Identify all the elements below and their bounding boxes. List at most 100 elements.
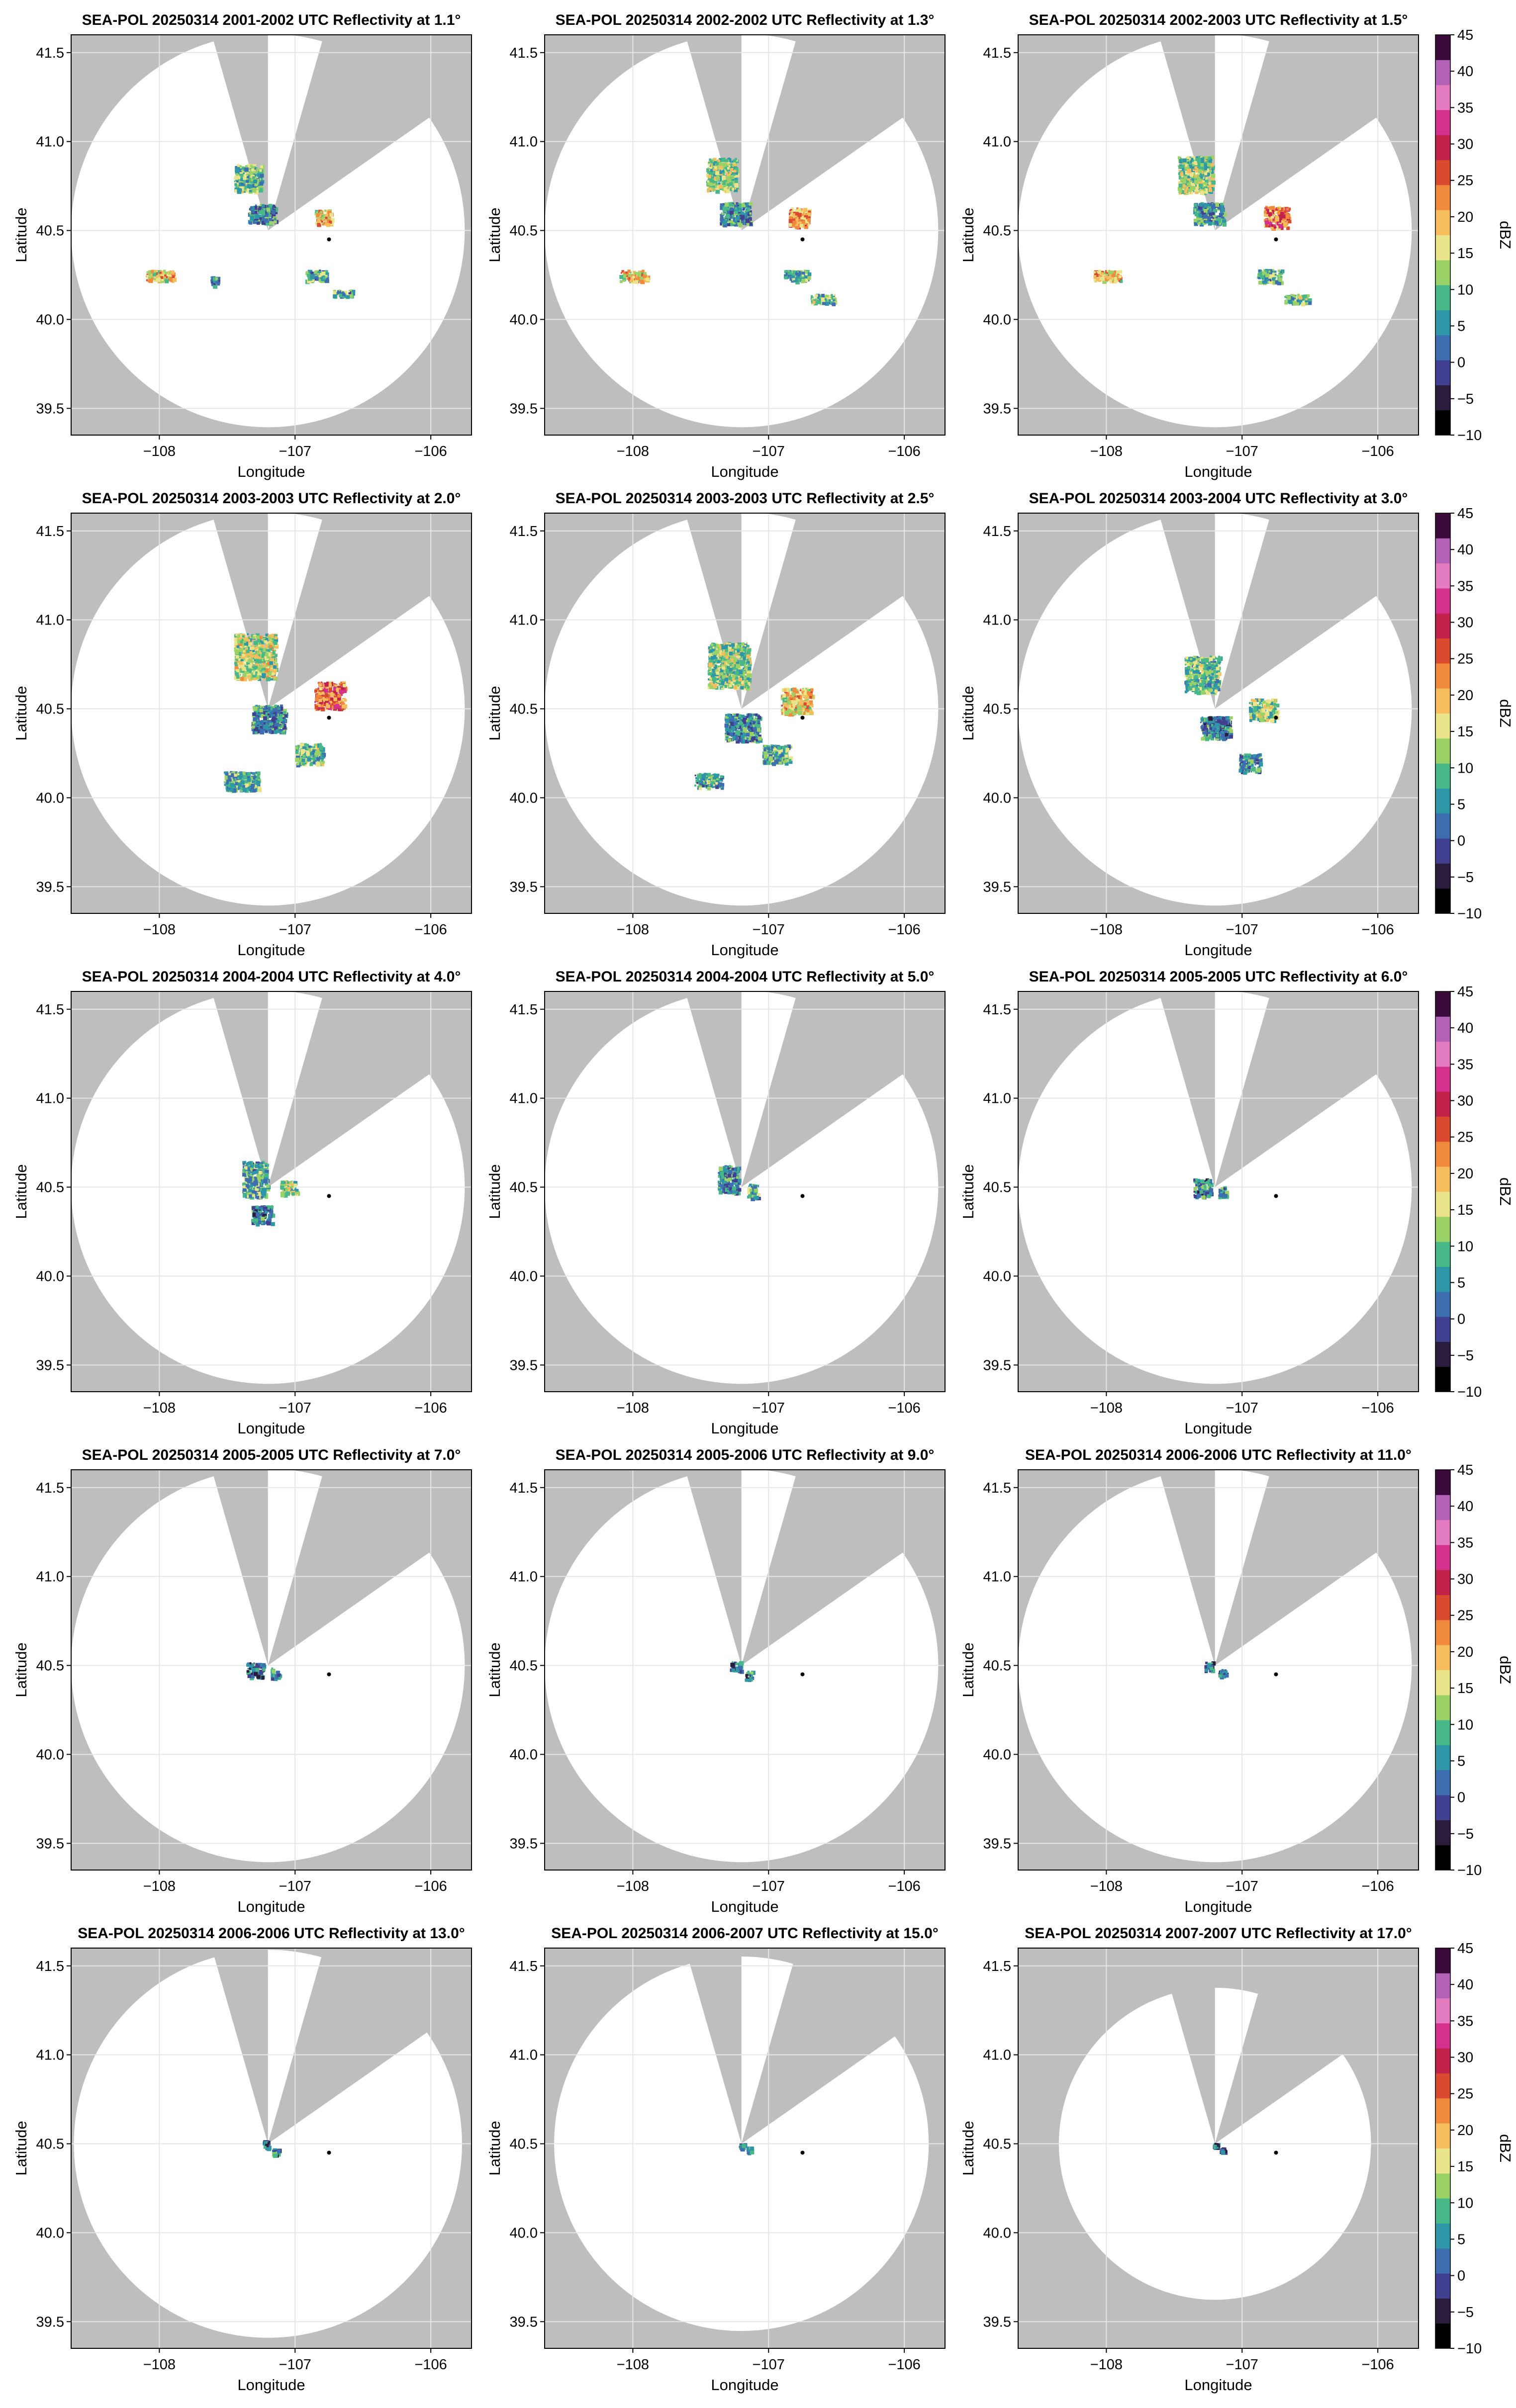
echo-pixel: [1201, 158, 1204, 161]
echo-pixel: [165, 279, 169, 283]
echo-pixel: [225, 776, 228, 779]
echo-pixel: [1275, 274, 1277, 276]
echo-pixel: [273, 652, 275, 654]
echo-pixel: [306, 271, 308, 273]
y-axis-label: Latitude: [12, 207, 30, 262]
echo-pixel: [725, 203, 729, 207]
echo-pixel: [1272, 277, 1275, 280]
echo-pixel: [257, 722, 260, 725]
echo-pixel: [1197, 190, 1198, 192]
echo-pixel: [249, 659, 253, 663]
x-axis-label: Longitude: [711, 463, 778, 480]
echo-pixel: [271, 658, 274, 661]
echo-pixel: [834, 294, 836, 295]
echo-pixel: [318, 693, 320, 695]
echo-pixel: [270, 712, 273, 714]
echo-pixel: [258, 667, 262, 671]
echo-pixel: [340, 684, 343, 686]
echo-pixel: [1182, 168, 1185, 171]
echo-pixel: [795, 272, 798, 275]
echo-pixel: [307, 757, 311, 761]
echo-pixel: [252, 650, 255, 652]
panel-title: SEA-POL 20250314 2003-2003 UTC Reflectiv…: [82, 490, 461, 507]
echo-pixel: [241, 781, 244, 783]
echo-pixel: [213, 281, 215, 283]
echo-pixel: [314, 753, 317, 755]
echo-pixel: [730, 210, 734, 214]
echo-pixel: [1271, 224, 1274, 227]
echo-pixel: [342, 705, 346, 709]
echo-pixel: [1200, 218, 1203, 221]
echo-pixel: [722, 213, 724, 215]
echo-pixel: [799, 271, 801, 273]
echo-pixel: [734, 183, 739, 187]
echo-pixel: [1204, 184, 1205, 186]
echo-pixel: [168, 276, 170, 278]
x-tick-label: −108: [143, 444, 176, 459]
echo-pixel: [253, 717, 256, 720]
echo-pixel: [1208, 206, 1210, 208]
echo-pixel: [789, 219, 793, 223]
echo-pixel: [1117, 270, 1120, 273]
echo-pixel: [714, 158, 716, 160]
echo-pixel: [301, 749, 305, 753]
echo-pixel: [745, 203, 746, 204]
echo-pixel: [1204, 172, 1207, 175]
echo-pixel: [808, 272, 812, 276]
echo-pixel: [742, 203, 746, 207]
echo-pixel: [730, 216, 733, 218]
echo-pixel: [1093, 271, 1096, 273]
echo-pixel: [824, 302, 826, 305]
echo-pixel: [260, 165, 263, 168]
echo-pixel: [273, 665, 277, 669]
echo-pixel: [726, 189, 730, 193]
echo-pixel: [800, 224, 803, 227]
echo-pixel: [1190, 161, 1192, 164]
echo-pixel: [708, 162, 710, 163]
echo-pixel: [1194, 203, 1197, 207]
echo-pixel: [239, 659, 241, 661]
echo-pixel: [1265, 220, 1269, 224]
echo-pixel: [707, 189, 710, 192]
y-tick-label: 41.5: [36, 524, 64, 539]
echo-pixel: [1093, 275, 1096, 278]
echo-pixel: [342, 293, 345, 296]
echo-pixel: [821, 294, 825, 297]
echo-pixel: [1275, 217, 1279, 222]
echo-pixel: [1114, 277, 1117, 280]
echo-pixel: [241, 183, 244, 185]
echo-pixel: [310, 763, 313, 766]
echo-pixel: [314, 690, 317, 692]
echo-pixel: [262, 675, 265, 678]
echo-pixel: [732, 165, 733, 166]
echo-pixel: [801, 209, 803, 211]
echo-pixel: [1265, 270, 1267, 272]
echo-pixel: [269, 641, 271, 642]
echo-pixel: [817, 297, 820, 299]
echo-pixel: [793, 280, 796, 282]
echo-pixel: [244, 640, 247, 643]
echo-pixel: [785, 270, 788, 272]
echo-pixel: [1266, 278, 1269, 281]
echo-pixel: [1109, 279, 1112, 282]
echo-pixel: [250, 647, 253, 650]
echo-pixel: [243, 658, 245, 660]
echo-pixel: [266, 723, 268, 725]
x-tick-label: −106: [1361, 444, 1394, 459]
echo-pixel: [1274, 270, 1277, 273]
x-tick-label: −107: [279, 922, 311, 938]
echo-pixel: [1203, 223, 1205, 225]
echo-pixel: [160, 271, 162, 273]
echo-pixel: [234, 671, 236, 673]
echo-pixel: [734, 170, 737, 173]
echo-pixel: [710, 169, 713, 172]
echo-pixel: [1119, 275, 1121, 278]
echo-pixel: [274, 730, 277, 734]
echo-pixel: [339, 294, 342, 297]
x-tick-label: −106: [414, 922, 447, 938]
echo-pixel: [259, 648, 261, 650]
echo-pixel: [1108, 271, 1112, 274]
echo-pixel: [238, 787, 241, 790]
echo-pixel: [252, 671, 253, 672]
radar-panel-1: SEA-POL 20250314 2001-2002 UTC Reflectiv…: [12, 12, 472, 480]
